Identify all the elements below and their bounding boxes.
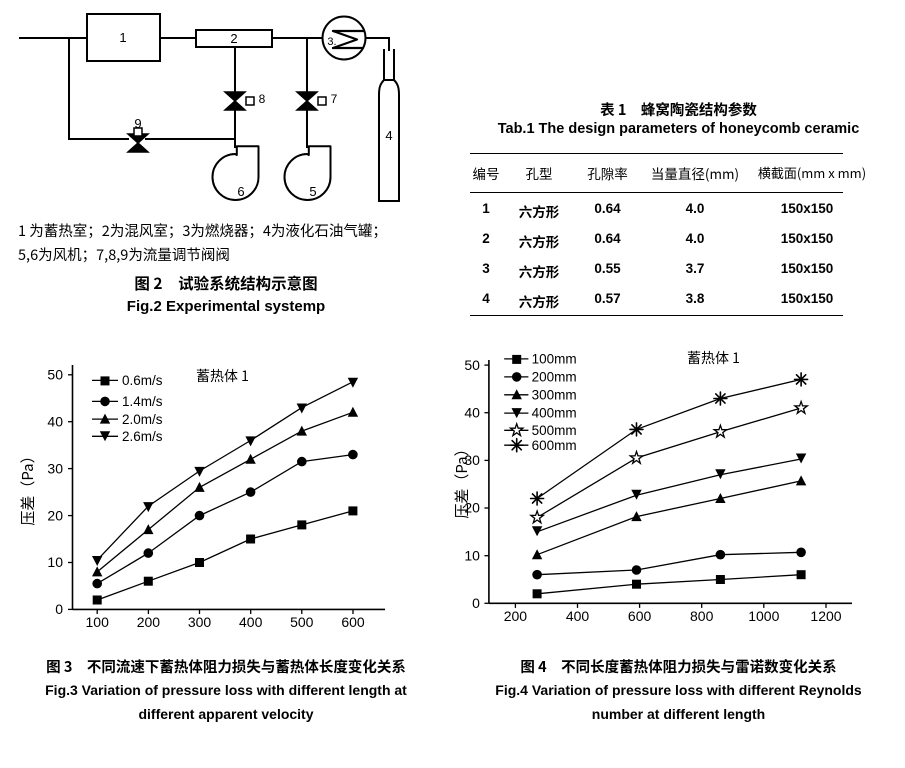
svg-text:10: 10 xyxy=(464,547,480,563)
svg-text:500mm: 500mm xyxy=(532,423,577,438)
svg-text:9: 9 xyxy=(134,116,141,131)
svg-text:400mm: 400mm xyxy=(532,406,577,421)
svg-text:300mm: 300mm xyxy=(532,387,577,402)
svg-text:2.0m/s: 2.0m/s xyxy=(122,412,163,427)
svg-text:400: 400 xyxy=(239,614,263,630)
svg-text:5: 5 xyxy=(309,184,316,199)
svg-text:500: 500 xyxy=(290,614,314,630)
svg-text:1: 1 xyxy=(119,30,126,45)
svg-text:200: 200 xyxy=(137,614,161,630)
svg-text:蓄热体 1: 蓄热体 1 xyxy=(687,348,740,368)
svg-text:7: 7 xyxy=(331,92,338,106)
svg-text:2.6m/s: 2.6m/s xyxy=(122,429,163,444)
svg-text:600mm: 600mm xyxy=(532,438,577,453)
svg-text:0.6m/s: 0.6m/s xyxy=(122,373,163,388)
svg-text:4: 4 xyxy=(385,128,392,143)
svg-text:1000: 1000 xyxy=(748,608,779,624)
svg-text:40: 40 xyxy=(464,404,480,420)
svg-text:20: 20 xyxy=(47,507,63,523)
svg-text:40: 40 xyxy=(47,413,63,429)
svg-text:1200: 1200 xyxy=(810,608,841,624)
svg-text:600: 600 xyxy=(628,608,652,624)
svg-text:2: 2 xyxy=(230,31,237,46)
svg-text:600: 600 xyxy=(341,614,365,630)
svg-text:400: 400 xyxy=(566,608,590,624)
svg-text:800: 800 xyxy=(690,608,714,624)
svg-text:6: 6 xyxy=(237,184,244,199)
svg-text:0: 0 xyxy=(55,601,63,617)
svg-text:压差（Pa）: 压差（Pa） xyxy=(452,441,472,518)
svg-text:50: 50 xyxy=(464,357,480,373)
svg-text:200: 200 xyxy=(504,608,528,624)
svg-text:100mm: 100mm xyxy=(532,352,577,367)
svg-text:200mm: 200mm xyxy=(532,370,577,385)
svg-text:10: 10 xyxy=(47,554,63,570)
svg-text:1.4m/s: 1.4m/s xyxy=(122,394,163,409)
svg-text:8: 8 xyxy=(259,92,266,106)
svg-text:0: 0 xyxy=(472,595,480,611)
svg-text:100: 100 xyxy=(86,614,110,630)
svg-text:30: 30 xyxy=(47,460,63,476)
svg-text:50: 50 xyxy=(47,367,63,383)
svg-text:蓄热体 1: 蓄热体 1 xyxy=(196,366,249,386)
svg-text:3.: 3. xyxy=(327,36,336,48)
svg-text:300: 300 xyxy=(188,614,212,630)
